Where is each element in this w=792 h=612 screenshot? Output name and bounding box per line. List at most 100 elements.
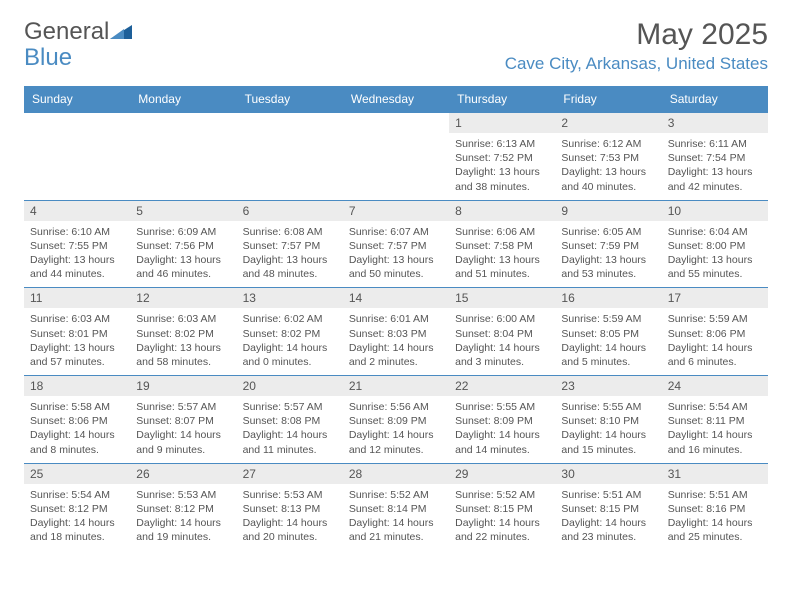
- daylight-text-2: and 40 minutes.: [561, 180, 655, 194]
- day-details: Sunrise: 6:05 AMSunset: 7:59 PMDaylight:…: [555, 221, 661, 288]
- sunset-text: Sunset: 7:56 PM: [136, 239, 230, 253]
- day-cell: 19Sunrise: 5:57 AMSunset: 8:07 PMDayligh…: [130, 376, 236, 463]
- sunset-text: Sunset: 7:59 PM: [561, 239, 655, 253]
- day-number: 10: [662, 201, 768, 221]
- sunset-text: Sunset: 8:15 PM: [455, 502, 549, 516]
- day-cell: 16Sunrise: 5:59 AMSunset: 8:05 PMDayligh…: [555, 288, 661, 375]
- daylight-text-1: Daylight: 14 hours: [455, 516, 549, 530]
- day-cell: 14Sunrise: 6:01 AMSunset: 8:03 PMDayligh…: [343, 288, 449, 375]
- daylight-text-1: Daylight: 13 hours: [136, 341, 230, 355]
- day-details: Sunrise: 6:03 AMSunset: 8:02 PMDaylight:…: [130, 308, 236, 375]
- sunrise-text: Sunrise: 5:57 AM: [136, 400, 230, 414]
- daylight-text-1: Daylight: 14 hours: [455, 428, 549, 442]
- day-number: 19: [130, 376, 236, 396]
- triangle-icon: [110, 18, 132, 46]
- day-number: 21: [343, 376, 449, 396]
- day-cell: 3Sunrise: 6:11 AMSunset: 7:54 PMDaylight…: [662, 113, 768, 200]
- dayhead-wednesday: Wednesday: [343, 86, 449, 112]
- day-details: Sunrise: 6:06 AMSunset: 7:58 PMDaylight:…: [449, 221, 555, 288]
- day-details: Sunrise: 6:07 AMSunset: 7:57 PMDaylight:…: [343, 221, 449, 288]
- daylight-text-1: Daylight: 14 hours: [668, 341, 762, 355]
- daylight-text-2: and 44 minutes.: [30, 267, 124, 281]
- day-details: Sunrise: 5:51 AMSunset: 8:15 PMDaylight:…: [555, 484, 661, 551]
- day-number: 11: [24, 288, 130, 308]
- day-number: 20: [237, 376, 343, 396]
- daylight-text-2: and 11 minutes.: [243, 443, 337, 457]
- day-details: Sunrise: 5:52 AMSunset: 8:15 PMDaylight:…: [449, 484, 555, 551]
- day-number: 23: [555, 376, 661, 396]
- sunset-text: Sunset: 7:52 PM: [455, 151, 549, 165]
- day-details: Sunrise: 6:10 AMSunset: 7:55 PMDaylight:…: [24, 221, 130, 288]
- daylight-text-1: Daylight: 13 hours: [243, 253, 337, 267]
- sunset-text: Sunset: 8:09 PM: [455, 414, 549, 428]
- location: Cave City, Arkansas, United States: [505, 54, 768, 74]
- sunrise-text: Sunrise: 5:53 AM: [243, 488, 337, 502]
- week-row: 11Sunrise: 6:03 AMSunset: 8:01 PMDayligh…: [24, 287, 768, 375]
- daylight-text-1: Daylight: 14 hours: [561, 428, 655, 442]
- dayhead-sunday: Sunday: [24, 86, 130, 112]
- daylight-text-1: Daylight: 14 hours: [136, 516, 230, 530]
- day-cell: 20Sunrise: 5:57 AMSunset: 8:08 PMDayligh…: [237, 376, 343, 463]
- day-number: 1: [449, 113, 555, 133]
- daylight-text-2: and 57 minutes.: [30, 355, 124, 369]
- day-details: Sunrise: 5:54 AMSunset: 8:12 PMDaylight:…: [24, 484, 130, 551]
- sunrise-text: Sunrise: 6:02 AM: [243, 312, 337, 326]
- sunset-text: Sunset: 8:00 PM: [668, 239, 762, 253]
- daylight-text-1: Daylight: 13 hours: [668, 253, 762, 267]
- daylight-text-1: Daylight: 14 hours: [30, 516, 124, 530]
- daylight-text-2: and 51 minutes.: [455, 267, 549, 281]
- sunset-text: Sunset: 8:06 PM: [668, 327, 762, 341]
- daylight-text-1: Daylight: 13 hours: [561, 165, 655, 179]
- daylight-text-1: Daylight: 13 hours: [349, 253, 443, 267]
- day-cell: 2Sunrise: 6:12 AMSunset: 7:53 PMDaylight…: [555, 113, 661, 200]
- day-cell: 7Sunrise: 6:07 AMSunset: 7:57 PMDaylight…: [343, 201, 449, 288]
- sunrise-text: Sunrise: 6:05 AM: [561, 225, 655, 239]
- sunset-text: Sunset: 8:02 PM: [136, 327, 230, 341]
- day-details: Sunrise: 6:01 AMSunset: 8:03 PMDaylight:…: [343, 308, 449, 375]
- day-cell: 8Sunrise: 6:06 AMSunset: 7:58 PMDaylight…: [449, 201, 555, 288]
- day-number: 24: [662, 376, 768, 396]
- dayhead-thursday: Thursday: [449, 86, 555, 112]
- daylight-text-2: and 8 minutes.: [30, 443, 124, 457]
- sunset-text: Sunset: 8:01 PM: [30, 327, 124, 341]
- sunrise-text: Sunrise: 6:00 AM: [455, 312, 549, 326]
- day-details: Sunrise: 5:55 AMSunset: 8:10 PMDaylight:…: [555, 396, 661, 463]
- sunrise-text: Sunrise: 6:04 AM: [668, 225, 762, 239]
- sunrise-text: Sunrise: 5:51 AM: [668, 488, 762, 502]
- day-cell: 5Sunrise: 6:09 AMSunset: 7:56 PMDaylight…: [130, 201, 236, 288]
- sunset-text: Sunset: 8:14 PM: [349, 502, 443, 516]
- day-number: 14: [343, 288, 449, 308]
- day-cell: 1Sunrise: 6:13 AMSunset: 7:52 PMDaylight…: [449, 113, 555, 200]
- daylight-text-2: and 55 minutes.: [668, 267, 762, 281]
- sunset-text: Sunset: 8:11 PM: [668, 414, 762, 428]
- daylight-text-1: Daylight: 14 hours: [243, 341, 337, 355]
- week-row: 1Sunrise: 6:13 AMSunset: 7:52 PMDaylight…: [24, 112, 768, 200]
- sunrise-text: Sunrise: 6:11 AM: [668, 137, 762, 151]
- day-details: Sunrise: 5:57 AMSunset: 8:08 PMDaylight:…: [237, 396, 343, 463]
- day-cell: 31Sunrise: 5:51 AMSunset: 8:16 PMDayligh…: [662, 464, 768, 551]
- day-details: Sunrise: 6:02 AMSunset: 8:02 PMDaylight:…: [237, 308, 343, 375]
- week-row: 18Sunrise: 5:58 AMSunset: 8:06 PMDayligh…: [24, 375, 768, 463]
- day-cell: 26Sunrise: 5:53 AMSunset: 8:12 PMDayligh…: [130, 464, 236, 551]
- header: General May 2025 Cave City, Arkansas, Un…: [24, 18, 768, 74]
- daylight-text-1: Daylight: 13 hours: [30, 253, 124, 267]
- day-details: Sunrise: 6:13 AMSunset: 7:52 PMDaylight:…: [449, 133, 555, 200]
- daylight-text-2: and 12 minutes.: [349, 443, 443, 457]
- daylight-text-1: Daylight: 14 hours: [349, 516, 443, 530]
- sunrise-text: Sunrise: 6:08 AM: [243, 225, 337, 239]
- day-number: 31: [662, 464, 768, 484]
- sunrise-text: Sunrise: 6:10 AM: [30, 225, 124, 239]
- sunrise-text: Sunrise: 5:58 AM: [30, 400, 124, 414]
- day-number: 27: [237, 464, 343, 484]
- day-cell: 18Sunrise: 5:58 AMSunset: 8:06 PMDayligh…: [24, 376, 130, 463]
- daylight-text-2: and 48 minutes.: [243, 267, 337, 281]
- daylight-text-1: Daylight: 13 hours: [455, 165, 549, 179]
- day-number: 15: [449, 288, 555, 308]
- daylight-text-2: and 9 minutes.: [136, 443, 230, 457]
- daylight-text-2: and 20 minutes.: [243, 530, 337, 544]
- daylight-text-1: Daylight: 13 hours: [668, 165, 762, 179]
- sunset-text: Sunset: 8:07 PM: [136, 414, 230, 428]
- day-details: Sunrise: 5:57 AMSunset: 8:07 PMDaylight:…: [130, 396, 236, 463]
- sunrise-text: Sunrise: 5:55 AM: [561, 400, 655, 414]
- day-details: Sunrise: 6:12 AMSunset: 7:53 PMDaylight:…: [555, 133, 661, 200]
